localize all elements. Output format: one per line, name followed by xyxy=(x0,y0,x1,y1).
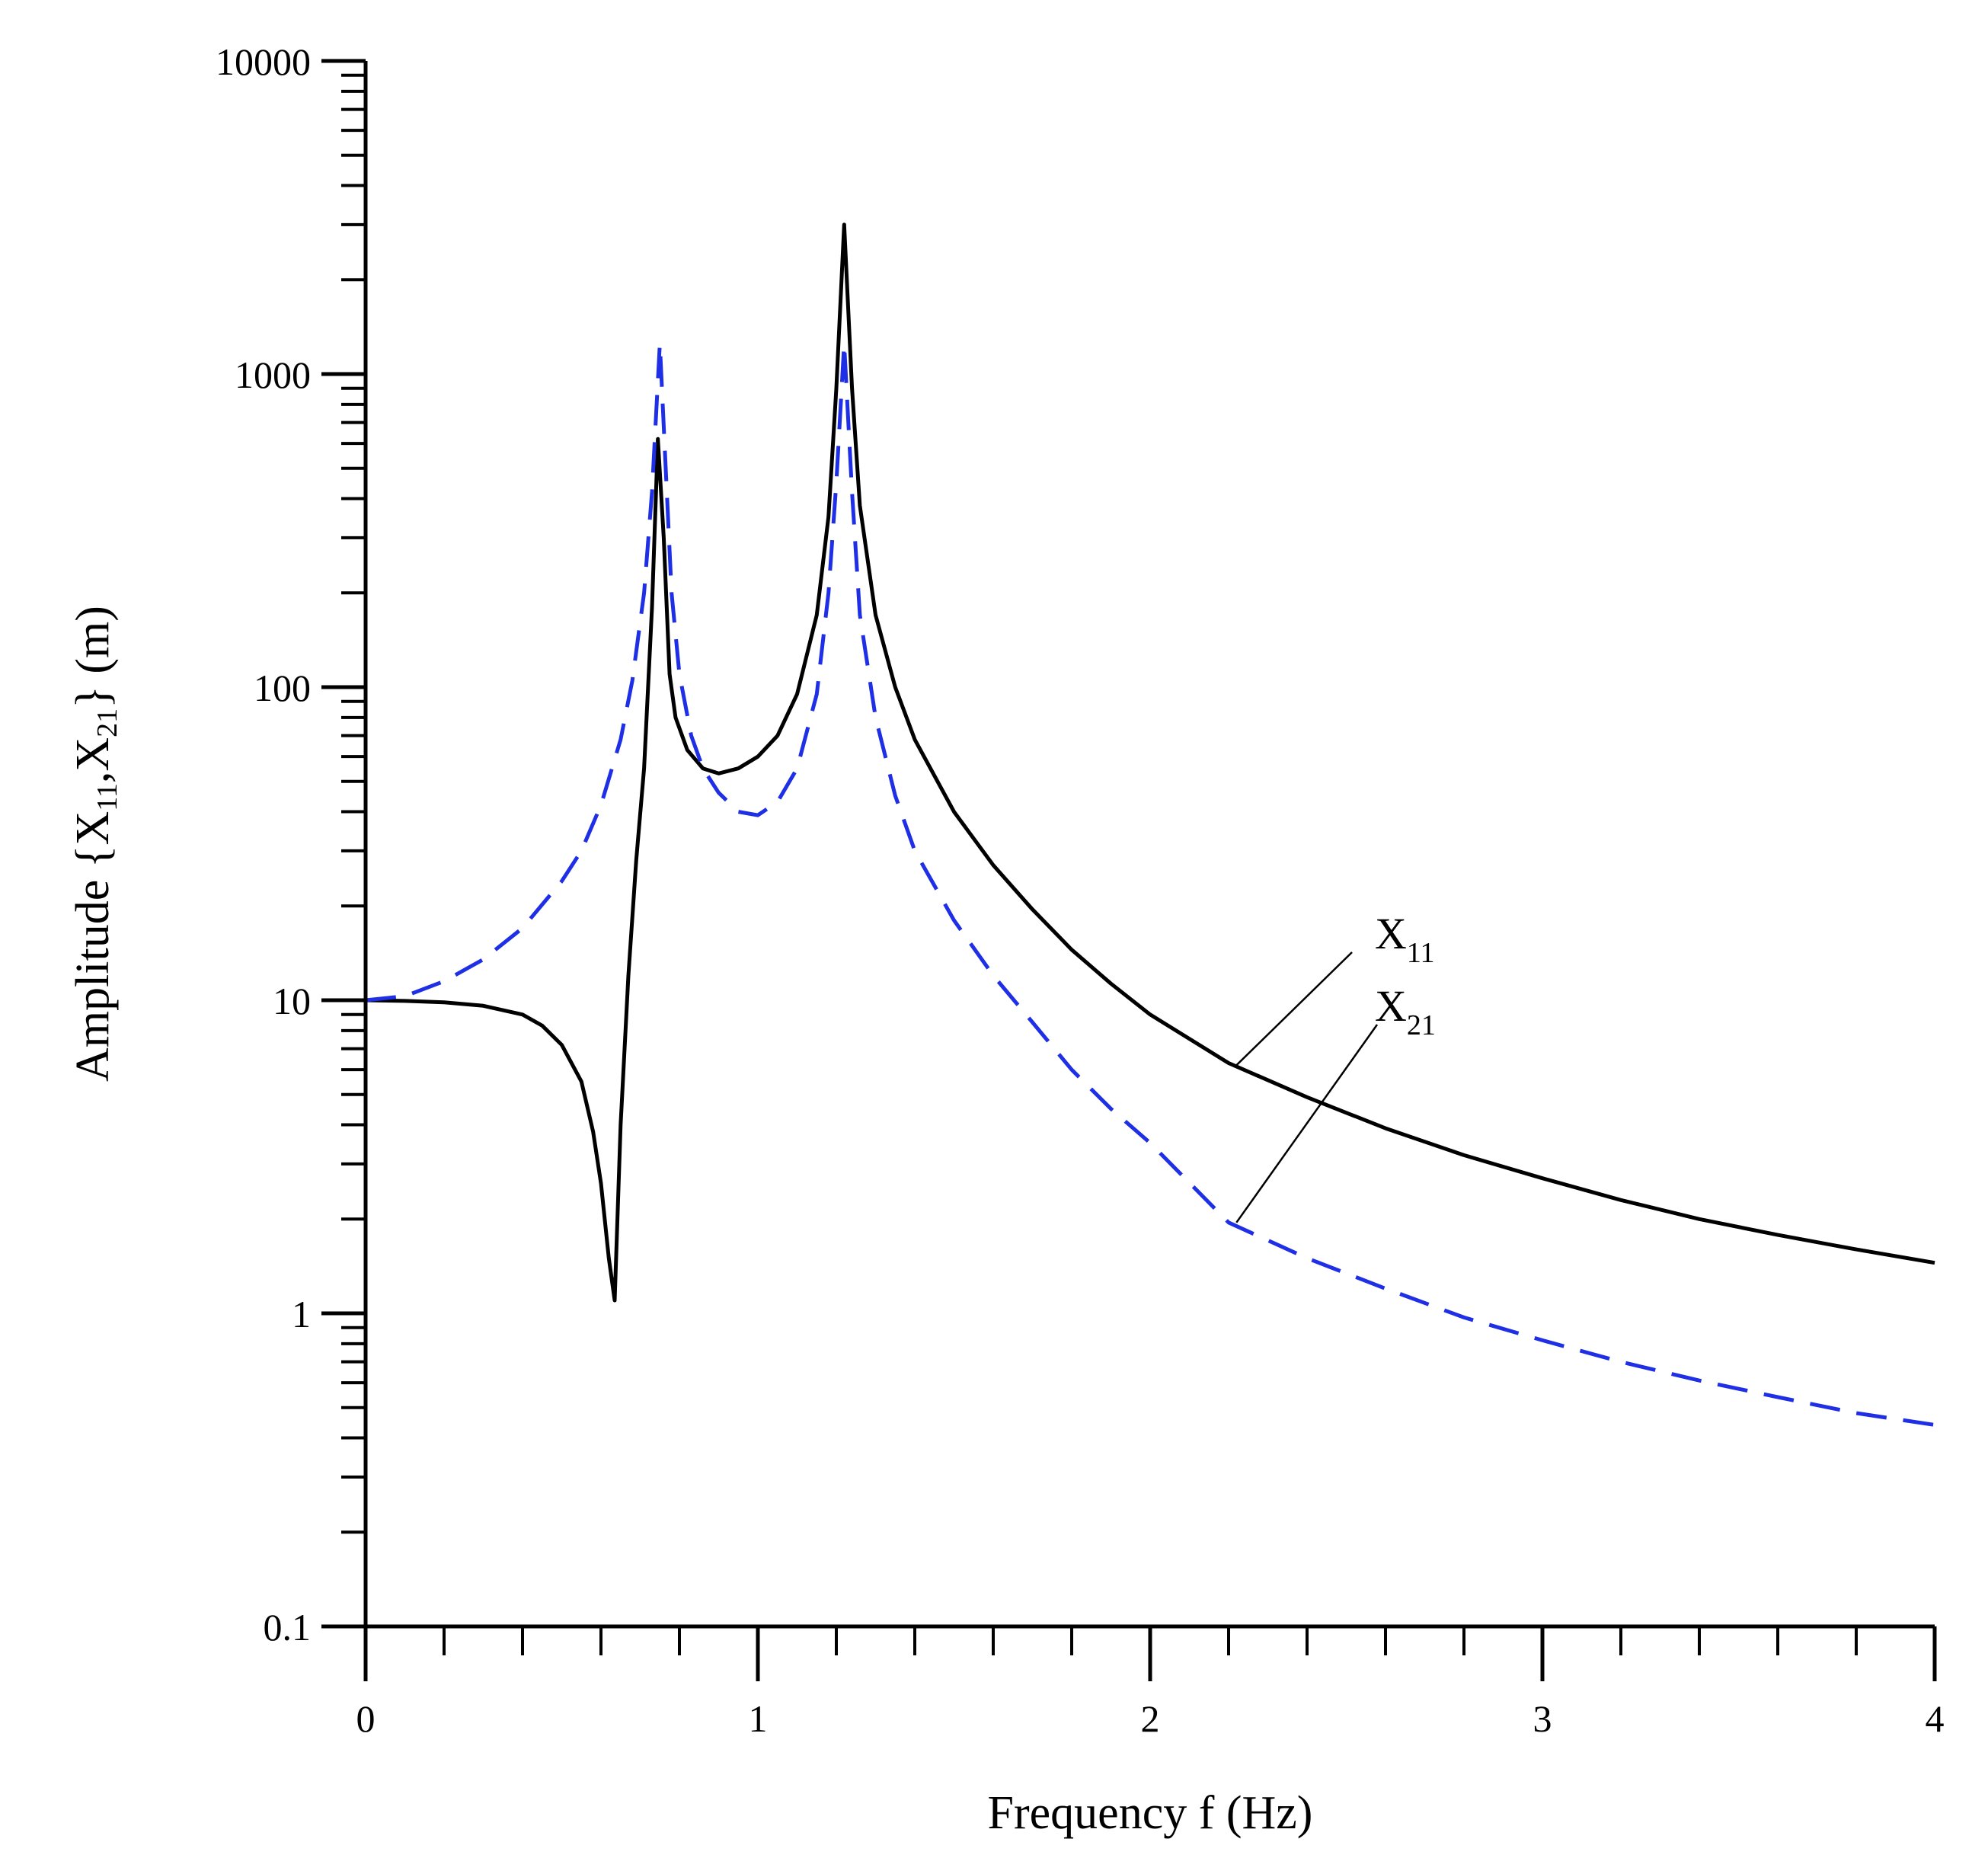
y-axis-title-text: ,X xyxy=(67,737,119,783)
x-tick-label: 0 xyxy=(356,1697,376,1740)
y-axis-title-text: } (m) xyxy=(67,606,119,708)
leader-line-x21 xyxy=(1235,1024,1379,1223)
y-axis-title-subscript: 11 xyxy=(91,783,123,811)
series-label-x11: X11 xyxy=(1375,909,1434,969)
series-label-base: X xyxy=(1375,981,1407,1031)
axes xyxy=(321,59,1937,1681)
series-line-x21 xyxy=(365,341,1935,1427)
y-axis-title: Amplitude {X11,X21} (m) xyxy=(67,606,123,1082)
x-tick-label: 4 xyxy=(1926,1697,1945,1740)
x-axis-title: Frequency f (Hz) xyxy=(988,1787,1313,1839)
x-tick-label: 3 xyxy=(1533,1697,1552,1740)
labels: 0.1 1 10 100 1000 10000 0 1 2 3 4 Frequency f (Hz) A… xyxy=(67,40,1945,1839)
y-tick-label: 10000 xyxy=(216,40,311,83)
series-line-x11 xyxy=(365,222,1935,1303)
y-axis-title-text: Amplitude {X xyxy=(67,811,119,1082)
y-tick-label: 1000 xyxy=(235,353,311,396)
series-label-subscript: 21 xyxy=(1407,1009,1436,1041)
plot-area xyxy=(365,222,1935,1427)
y-tick-label: 100 xyxy=(254,667,311,709)
series-label-subscript: 11 xyxy=(1407,937,1435,969)
leader-line-x11 xyxy=(1235,951,1353,1067)
y-tick-label: 10 xyxy=(273,980,311,1022)
y-axis-title-subscript: 21 xyxy=(91,708,123,737)
x-tick-label: 2 xyxy=(1141,1697,1160,1740)
y-tick-label: 0.1 xyxy=(264,1606,312,1649)
x-tick-label: 1 xyxy=(749,1697,768,1740)
y-tick-label: 1 xyxy=(292,1293,311,1335)
series-label-x21: X21 xyxy=(1375,981,1436,1041)
series-label-base: X xyxy=(1375,909,1407,958)
